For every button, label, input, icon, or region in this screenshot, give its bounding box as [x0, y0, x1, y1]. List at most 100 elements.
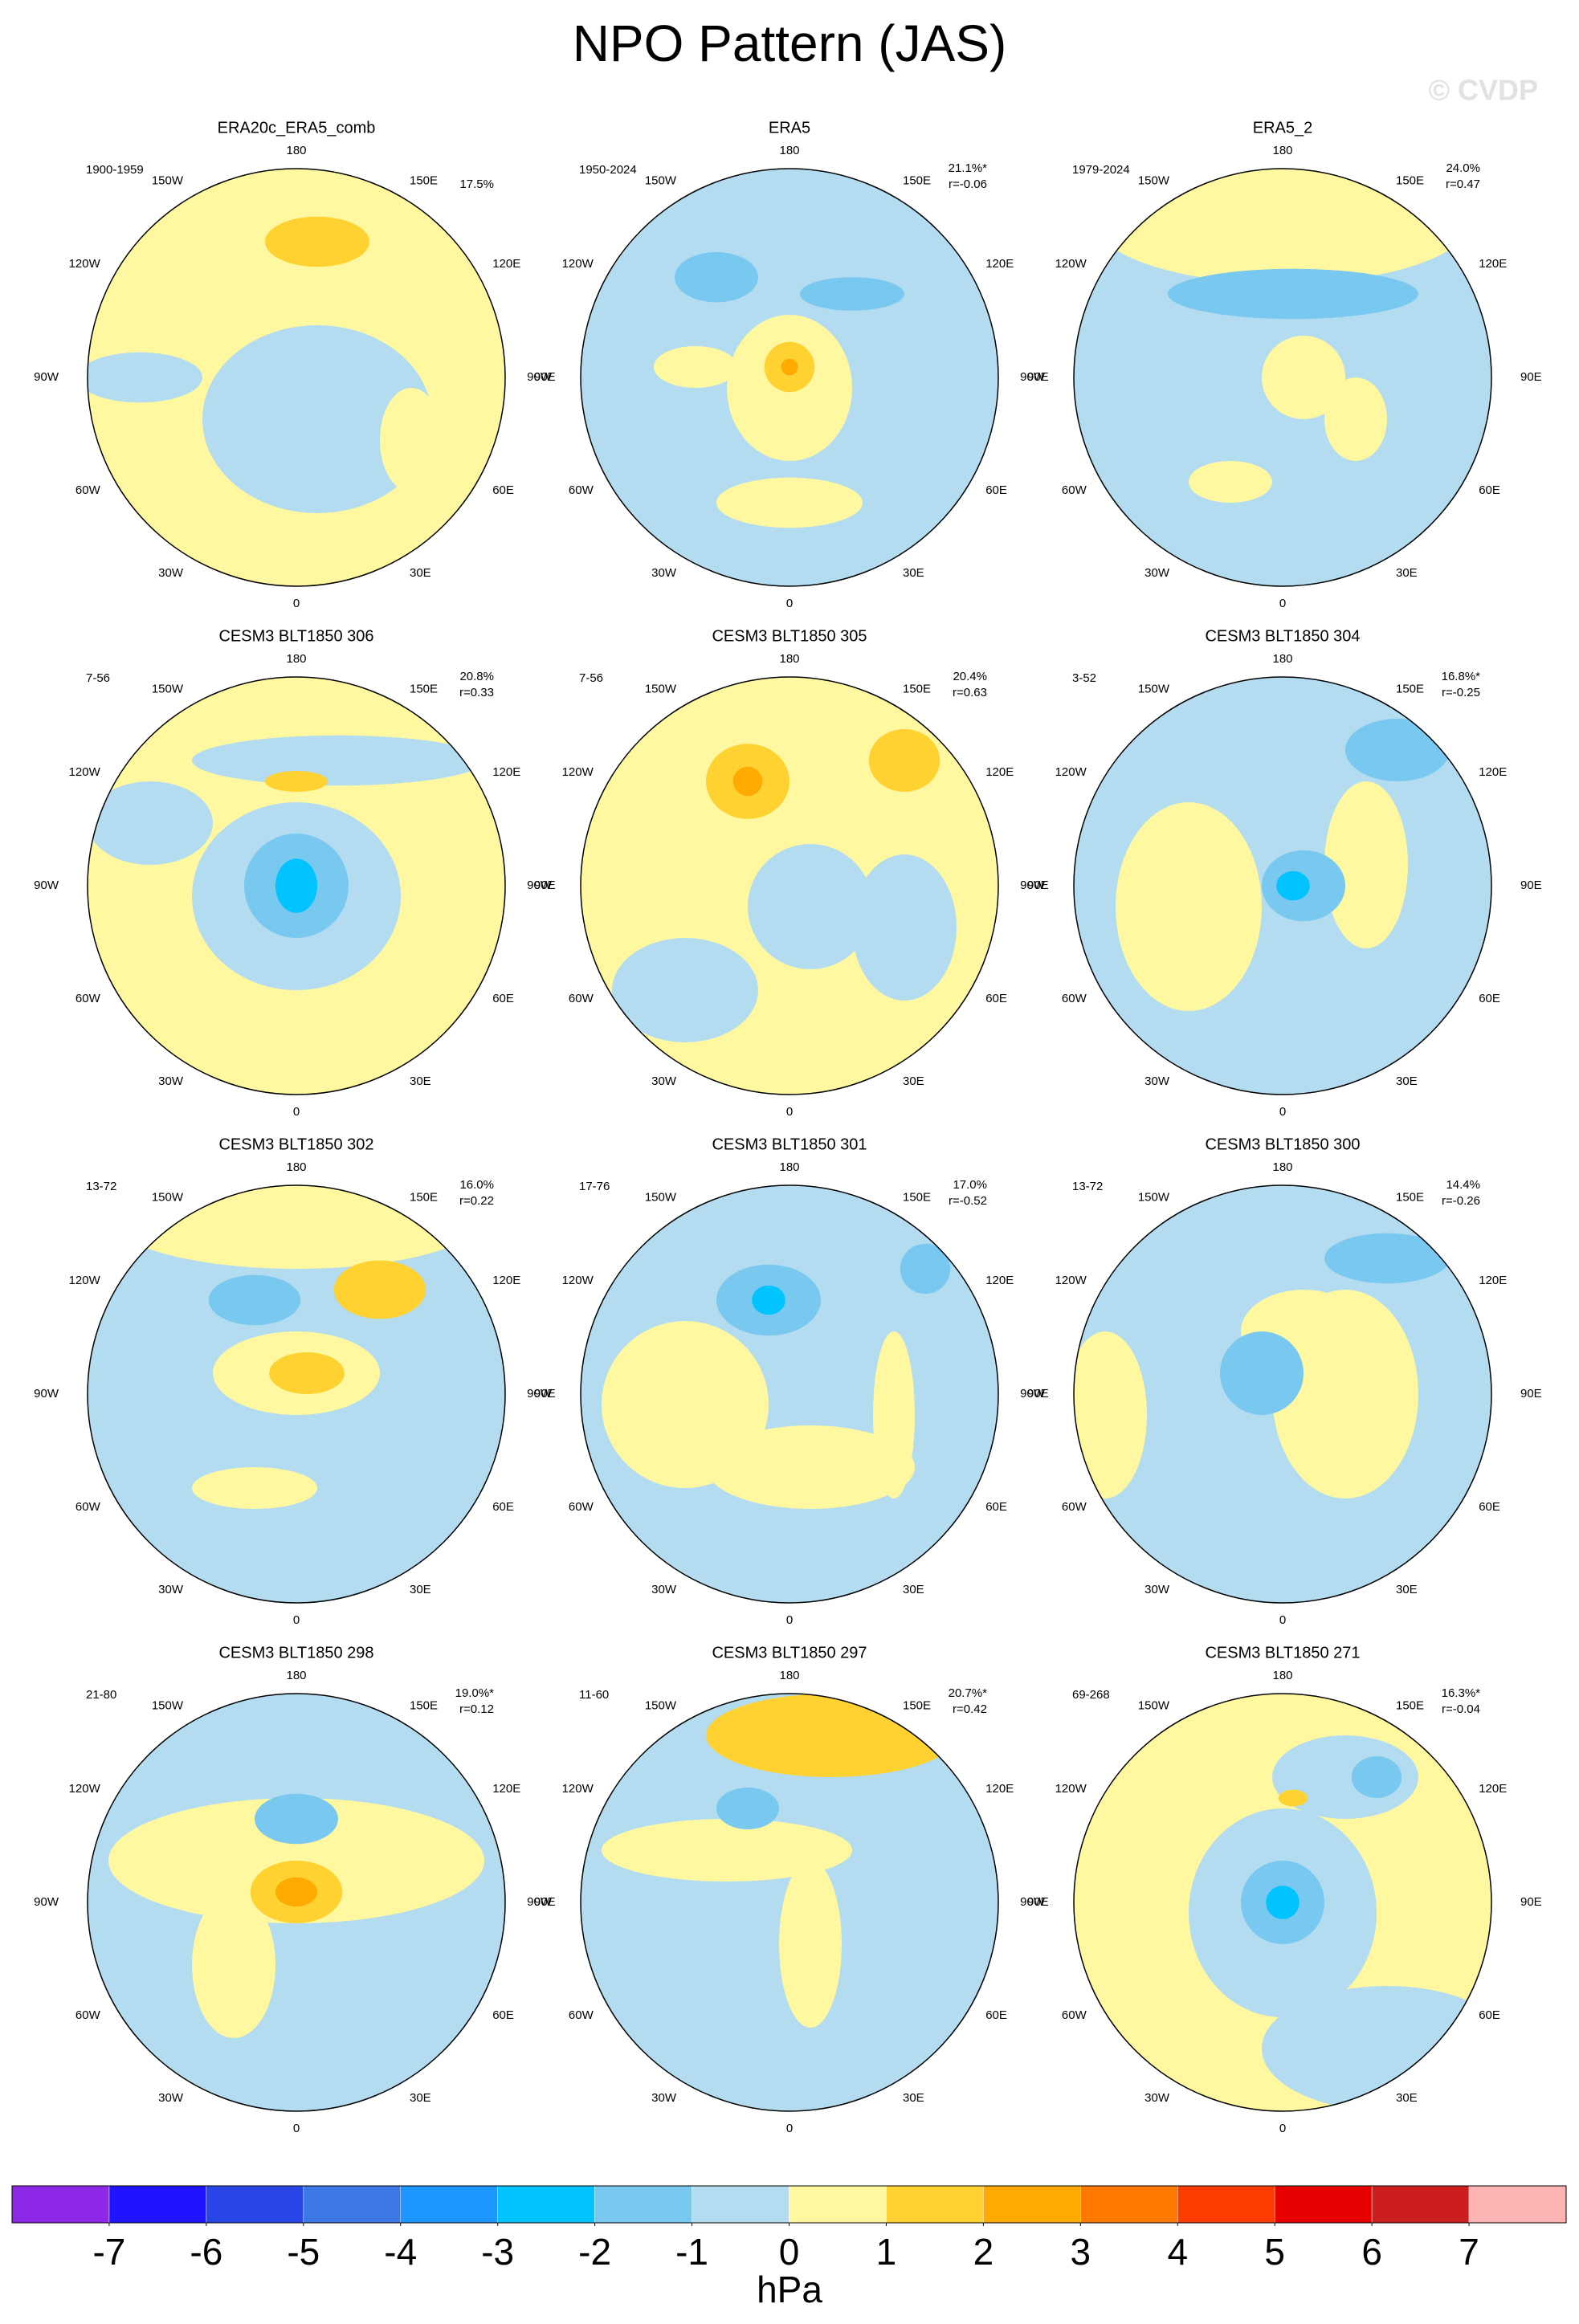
longitude-label: 120W [69, 1274, 101, 1287]
polar-map [581, 677, 998, 1095]
watermark: © CVDP [1428, 74, 1538, 107]
longitude-label: 150W [1138, 174, 1170, 188]
variance: 20.7%* [949, 1686, 988, 1700]
longitude-label: 90E [1520, 1387, 1542, 1401]
polar-map [88, 677, 505, 1095]
longitude-label: 120E [1479, 257, 1507, 271]
longitude-label: 150E [1396, 174, 1424, 188]
longitude-label: 150E [903, 1699, 931, 1713]
colorbar-box [497, 2185, 595, 2224]
polar-map [581, 1185, 998, 1603]
colorbar-tick-label: 4 [1167, 2231, 1188, 2273]
anomaly-region [108, 1185, 484, 1269]
colorbar-box [400, 2185, 498, 2224]
longitude-label: 30W [651, 1583, 677, 1596]
longitude-label: 150E [410, 174, 438, 188]
longitude-label: 120W [562, 1782, 594, 1796]
period: 1900-1959 [86, 163, 144, 177]
longitude-label: 60W [569, 992, 594, 1005]
longitude-label: 180 [1272, 1160, 1292, 1174]
period: 7-56 [579, 671, 603, 685]
longitude-label: 150W [152, 174, 184, 188]
anomaly-region [1324, 1233, 1450, 1284]
anomaly-region [1351, 1756, 1402, 1798]
colorbar-box [1274, 2185, 1373, 2224]
longitude-label: 120E [492, 1782, 520, 1796]
longitude-label: 30E [1396, 1583, 1418, 1596]
period: 1979-2024 [1072, 163, 1130, 177]
longitude-label: 180 [779, 1669, 799, 1682]
anomaly-region [192, 735, 484, 786]
map-outline [1073, 676, 1492, 1095]
variance: 21.1%* [949, 161, 988, 175]
longitude-label: 90W [527, 1387, 553, 1401]
longitude-label: 150W [645, 683, 677, 696]
anomaly-region [675, 252, 758, 303]
pattern-correlation: r=-0.04 [1442, 1702, 1480, 1716]
anomaly-region [255, 1793, 338, 1845]
map-outline [87, 1184, 506, 1604]
variance: 20.4% [953, 670, 987, 683]
polar-map [1074, 169, 1491, 586]
colorbar-tick-label: 1 [876, 2231, 897, 2273]
longitude-label: 30E [903, 1583, 924, 1596]
longitude-label: 0 [1279, 1105, 1286, 1119]
colorbar-tick-label: 0 [779, 2231, 800, 2273]
anomaly-region [654, 346, 737, 388]
panel-title: CESM3 BLT1850 306 [218, 627, 373, 645]
panel-title: ERA5 [769, 119, 810, 137]
panel-title: CESM3 BLT1850 304 [1205, 627, 1360, 645]
longitude-label: 60W [75, 1500, 101, 1514]
longitude-label: 150E [410, 683, 438, 696]
pattern-correlation: r=0.12 [459, 1702, 494, 1716]
longitude-label: 120E [985, 257, 1014, 271]
map-outline [87, 676, 506, 1095]
longitude-label: 150E [1396, 1191, 1424, 1205]
longitude-label: 60W [1062, 992, 1087, 1005]
colorbar-box [11, 2185, 110, 2224]
longitude-label: 120W [1055, 1274, 1087, 1287]
longitude-label: 90E [534, 1895, 556, 1909]
longitude-label: 90E [1027, 370, 1049, 384]
longitude-label: 150W [645, 174, 677, 188]
anomaly-region [852, 854, 957, 1001]
longitude-label: 60W [569, 483, 594, 497]
anomaly-region [265, 216, 369, 267]
anomaly-region [1262, 1986, 1491, 2111]
longitude-label: 30E [903, 1074, 924, 1088]
map-outline [580, 676, 999, 1095]
anomaly-region [800, 277, 904, 311]
polar-map [88, 169, 505, 586]
longitude-label: 150W [645, 1699, 677, 1713]
longitude-label: 120E [492, 765, 520, 779]
colorbar-box [206, 2185, 304, 2224]
anomaly-region [88, 352, 202, 403]
longitude-label: 60E [1479, 2008, 1500, 2022]
pattern-correlation: r=-0.52 [949, 1194, 987, 1208]
pattern-correlation: r=0.33 [459, 686, 494, 699]
colorbar-box [692, 2185, 790, 2224]
anomaly-region [1276, 870, 1310, 901]
map-outline [87, 168, 506, 587]
longitude-label: 90W [527, 1895, 553, 1909]
map-outline [580, 1184, 999, 1604]
colorbar-tick-label: -3 [481, 2231, 514, 2273]
polar-map [88, 1694, 505, 2111]
longitude-label: 60W [569, 2008, 594, 2022]
longitude-label: 180 [286, 144, 306, 157]
anomaly-region [779, 1861, 842, 2028]
anomaly-region [1189, 461, 1272, 503]
figure-title: NPO Pattern (JAS) [573, 14, 1007, 72]
longitude-label: 30E [410, 1074, 431, 1088]
panel-title: CESM3 BLT1850 271 [1205, 1644, 1360, 1661]
anomaly-region [1262, 336, 1345, 419]
longitude-label: 60E [1479, 1500, 1500, 1514]
longitude-label: 60E [985, 1500, 1007, 1514]
anomaly-region [868, 729, 940, 792]
longitude-label: 90E [1027, 1895, 1049, 1909]
longitude-label: 150E [903, 1191, 931, 1205]
panel-title: CESM3 BLT1850 302 [218, 1135, 373, 1153]
longitude-label: 30W [1144, 1074, 1170, 1088]
longitude-label: 60W [1062, 2008, 1087, 2022]
anomaly-region [1116, 802, 1262, 1011]
